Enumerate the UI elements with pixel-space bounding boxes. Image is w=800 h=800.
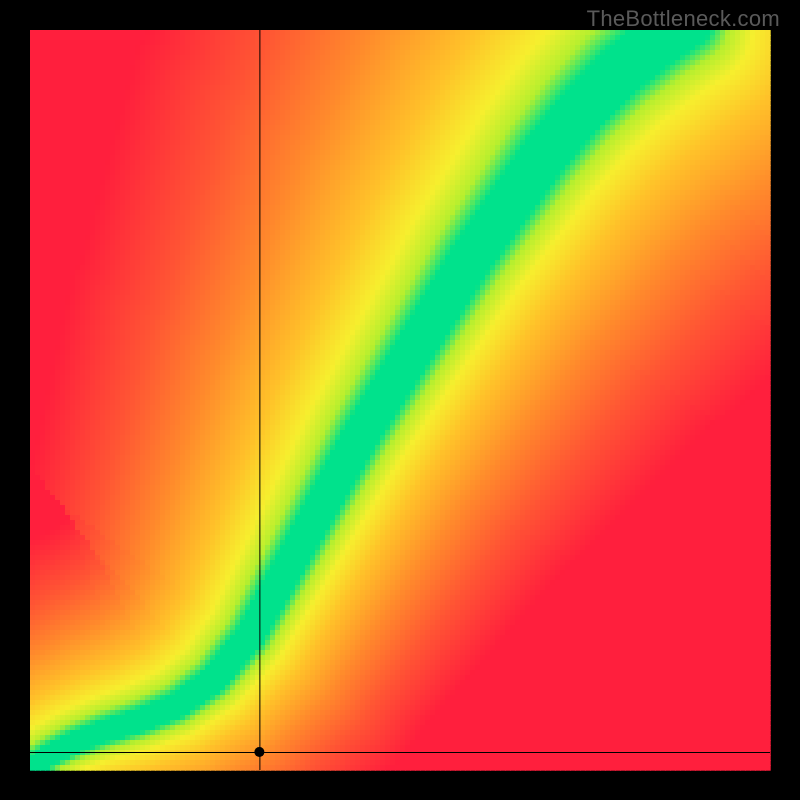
chart-container: { "watermark": { "text": "TheBottleneck.… (0, 0, 800, 800)
axes-overlay (0, 0, 800, 800)
watermark-text: TheBottleneck.com (587, 6, 780, 32)
